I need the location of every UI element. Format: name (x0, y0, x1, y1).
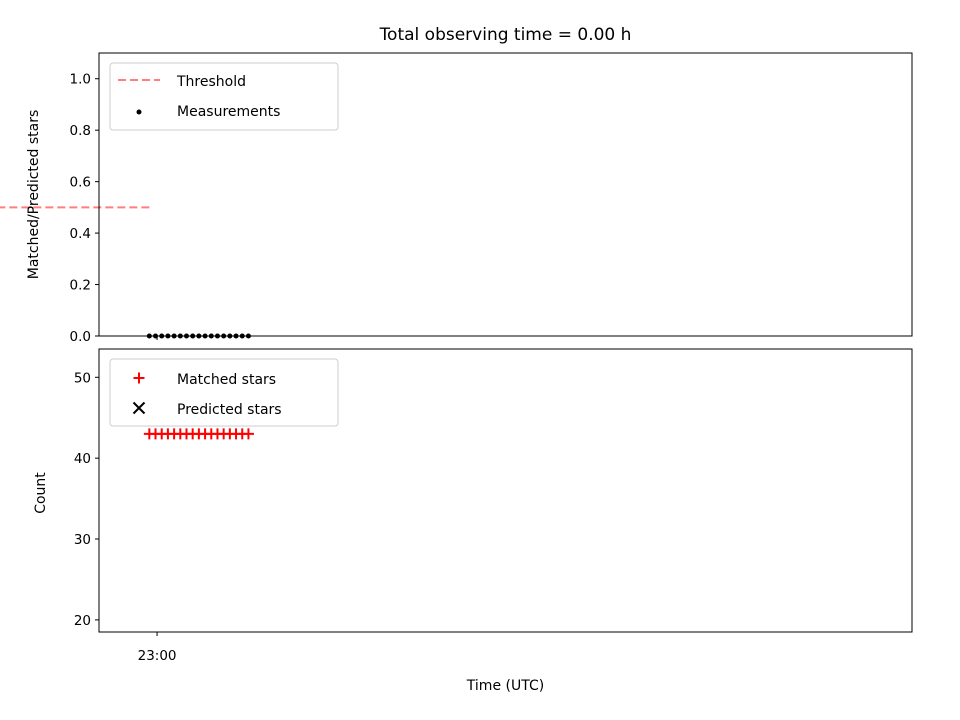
top-y-tick-label: 0.8 (70, 123, 91, 139)
bottom-y-tick-label: 30 (74, 532, 91, 548)
bottom-legend-predicted-swatch (132, 401, 146, 415)
top-y-tick-label: 0.4 (70, 226, 91, 242)
bottom-legend-predicted-label: Predicted stars (177, 402, 282, 418)
top-legend-box (109, 62, 339, 131)
matched-star-point (242, 428, 254, 440)
bottom-legend-matched-swatch (133, 372, 145, 384)
top-chart: 0.0 0.2 0.4 0.6 0.8 1.0 Matched/Predicted sta… (0, 52, 913, 345)
top-legend-measurements-swatch (136, 109, 142, 115)
top-legend-threshold-label: Threshold (176, 74, 246, 90)
top-chart-plot-area (0, 206, 251, 339)
top-y-tick-label: 0.2 (70, 278, 91, 294)
bottom-chart-plot-area (143, 428, 254, 440)
bottom-x-tick-label: 23:00 (138, 648, 177, 664)
bottom-legend-box (109, 358, 339, 427)
top-legend-measurements-label: Measurements (177, 104, 280, 120)
bottom-chart: 20 30 40 50 23:0000:0001:0002:0003:0004:000… (33, 348, 913, 694)
top-chart-frame (98, 52, 913, 337)
bottom-chart-y-ticks: 20 30 40 50 (74, 370, 99, 629)
bottom-y-tick-label: 20 (74, 613, 91, 629)
top-y-tick-label: 0.0 (70, 329, 91, 345)
top-y-tick-label: 1.0 (70, 72, 91, 88)
bottom-chart-frame (98, 348, 913, 633)
top-chart-y-ticks: 0.0 0.2 0.4 0.6 0.8 1.0 (70, 72, 99, 345)
top-chart-y-axis-label: Matched/Predicted stars (26, 110, 42, 280)
bottom-legend-matched-label: Matched stars (177, 372, 276, 388)
bottom-y-tick-label: 50 (74, 370, 91, 386)
top-chart-x-ticks (156, 336, 158, 340)
top-y-tick-label: 0.6 (70, 175, 91, 191)
bottom-y-tick-label: 40 (74, 451, 91, 467)
top-chart-legend: Threshold Measurements (109, 62, 339, 131)
bottom-chart-x-ticks: 23:0000:0001:0002:0003:0004:0005:0006:00… (138, 632, 177, 664)
bottom-chart-x-axis-label: Time (UTC) (466, 678, 544, 694)
top-chart-title: Total observing time = 0.00 h (379, 25, 632, 45)
bottom-chart-legend: Matched stars Predicted stars (109, 358, 339, 427)
bottom-chart-y-axis-label: Count (33, 472, 49, 514)
